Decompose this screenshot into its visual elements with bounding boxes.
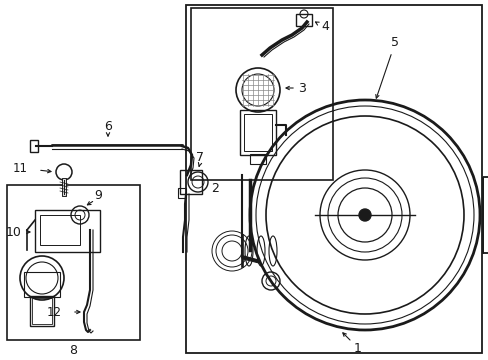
Circle shape [358, 209, 370, 221]
Bar [24, 272, 60, 297]
Bar [244, 114, 271, 151]
Bar [35, 210, 100, 252]
Text: 1: 1 [353, 342, 361, 355]
Bar [240, 110, 275, 155]
Bar [40, 215, 80, 245]
Bar [482, 177, 488, 253]
Bar [180, 170, 202, 194]
Bar [30, 140, 38, 152]
Bar [30, 296, 54, 326]
Text: 8: 8 [69, 345, 77, 357]
Text: 4: 4 [321, 19, 328, 32]
Text: 11: 11 [13, 162, 28, 175]
Bar [32, 298, 52, 324]
Bar [185, 5, 481, 353]
Text: 6: 6 [104, 120, 112, 132]
Text: 12: 12 [47, 306, 62, 319]
Bar [191, 8, 332, 180]
Bar [7, 185, 140, 340]
Bar [242, 235, 243, 267]
Bar [295, 14, 311, 26]
Bar [249, 154, 265, 164]
Text: 2: 2 [211, 181, 219, 194]
Text: 5: 5 [390, 36, 398, 49]
Text: 9: 9 [94, 189, 102, 202]
Text: 10: 10 [6, 225, 22, 239]
Text: 7: 7 [196, 150, 203, 163]
Bar [178, 188, 185, 198]
Text: 3: 3 [298, 81, 305, 95]
